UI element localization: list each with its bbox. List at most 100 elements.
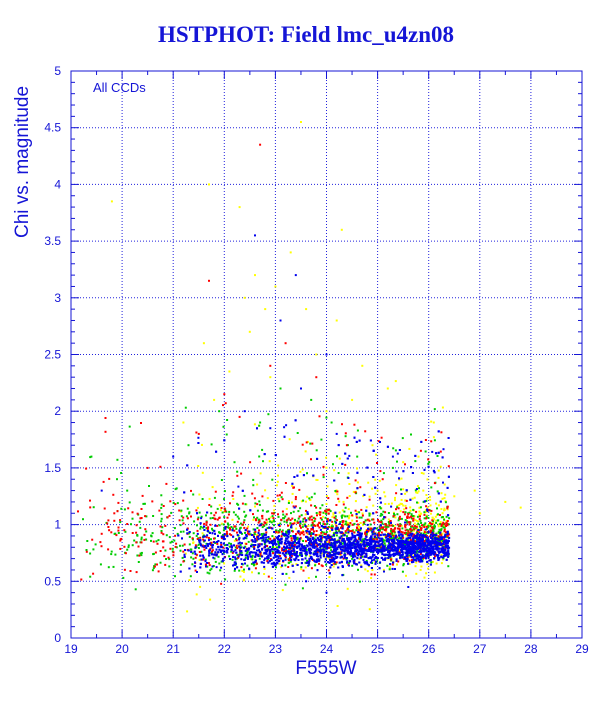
data-point (233, 525, 236, 528)
data-point (328, 542, 331, 545)
data-point (333, 561, 336, 564)
data-point (443, 543, 446, 546)
data-point (409, 528, 412, 530)
data-point (346, 496, 349, 499)
data-point (443, 538, 446, 541)
data-point (330, 556, 333, 559)
data-point (223, 510, 226, 513)
data-point (303, 548, 306, 550)
data-point (316, 551, 319, 554)
data-point (197, 547, 200, 549)
data-point (243, 568, 245, 571)
data-point (325, 508, 328, 511)
data-point (174, 534, 177, 537)
data-point (218, 531, 220, 534)
data-point (426, 497, 429, 500)
data-point (293, 544, 296, 546)
data-point (270, 577, 273, 580)
data-point (315, 506, 318, 509)
data-point (420, 534, 423, 537)
data-point (319, 552, 322, 555)
data-point (279, 387, 282, 390)
data-point (342, 520, 344, 523)
data-point (388, 551, 391, 554)
data-point (302, 530, 305, 533)
data-point (235, 544, 238, 547)
data-point (253, 516, 255, 519)
data-point (353, 423, 356, 426)
data-point (504, 500, 507, 503)
data-point (434, 541, 436, 544)
data-point (313, 559, 316, 562)
data-point (224, 520, 227, 523)
data-point (348, 538, 351, 541)
data-point (381, 548, 384, 551)
data-point (199, 522, 202, 525)
data-point (247, 540, 250, 543)
data-point (447, 556, 450, 558)
data-point (388, 568, 391, 571)
data-point (195, 553, 198, 556)
data-point (320, 531, 323, 534)
data-point (327, 554, 330, 557)
data-point (375, 560, 378, 563)
data-point (234, 558, 237, 561)
data-point (197, 516, 200, 519)
data-point (326, 510, 329, 513)
data-point (414, 565, 417, 568)
data-point (222, 549, 225, 552)
data-point (209, 569, 212, 572)
data-point (382, 542, 385, 545)
data-point (409, 509, 412, 512)
chart-title: HSTPHOT: Field lmc_u4zn08 (157, 22, 455, 47)
data-point (399, 510, 402, 513)
data-point (366, 549, 369, 552)
data-point (445, 558, 448, 561)
data-point (249, 555, 252, 558)
data-point (321, 536, 324, 539)
data-point (241, 569, 244, 572)
data-point (312, 546, 315, 549)
data-point (403, 543, 406, 546)
data-point (343, 510, 346, 513)
data-point (359, 529, 362, 532)
data-point (367, 564, 370, 567)
data-point (332, 513, 335, 516)
data-point (130, 523, 132, 526)
data-point (342, 523, 345, 526)
data-point (214, 524, 217, 527)
data-point (341, 423, 343, 426)
data-point (281, 510, 284, 513)
data-point (417, 490, 420, 493)
data-point (266, 556, 269, 558)
data-point (318, 512, 320, 515)
data-point (131, 532, 134, 534)
data-point (311, 518, 314, 521)
data-point (441, 406, 444, 409)
data-point (407, 513, 410, 515)
data-point (408, 511, 411, 514)
data-point (230, 548, 233, 551)
data-point (443, 507, 446, 510)
data-point (239, 553, 242, 556)
data-point (377, 440, 380, 443)
data-point (304, 557, 307, 560)
data-point (162, 505, 165, 507)
data-point (421, 524, 423, 527)
data-point (264, 533, 267, 536)
data-point (115, 534, 118, 537)
data-point (391, 563, 394, 566)
data-point (219, 509, 222, 512)
data-point (310, 504, 313, 507)
data-point (289, 550, 291, 553)
data-point (405, 489, 408, 492)
data-point (387, 540, 390, 543)
data-point (419, 568, 422, 571)
data-point (160, 531, 163, 534)
data-point (435, 562, 438, 565)
data-point (410, 515, 413, 518)
data-point (431, 537, 434, 539)
data-point (289, 559, 291, 562)
data-point (423, 540, 426, 543)
data-point (387, 502, 390, 505)
